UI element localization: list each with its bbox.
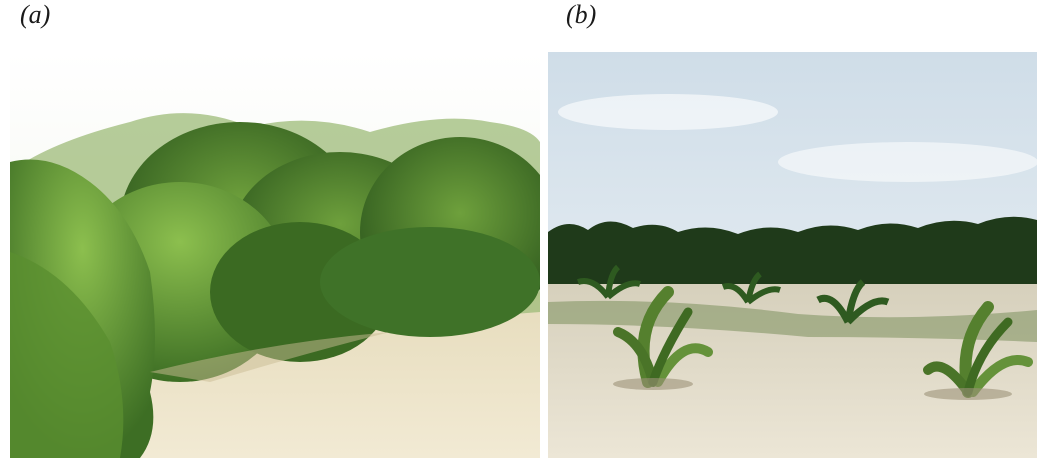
palm-scene <box>548 52 1037 458</box>
distant-palm-line <box>548 216 1037 292</box>
foreground-shrub <box>10 252 124 458</box>
young-palm <box>613 286 713 390</box>
young-palm <box>923 301 1033 400</box>
panel-label-a: (a) <box>20 0 51 29</box>
cloud <box>558 94 778 130</box>
photo-mangrove-shrubs <box>10 52 540 458</box>
young-palm <box>577 264 890 325</box>
mangrove-bush <box>320 227 540 337</box>
shadow <box>150 332 390 382</box>
cloud <box>778 142 1037 182</box>
photo-coconut-palms <box>548 52 1037 458</box>
grass-patch <box>548 300 1037 342</box>
panel-label-b: (b) <box>566 0 597 29</box>
mangrove-scene <box>10 52 540 458</box>
